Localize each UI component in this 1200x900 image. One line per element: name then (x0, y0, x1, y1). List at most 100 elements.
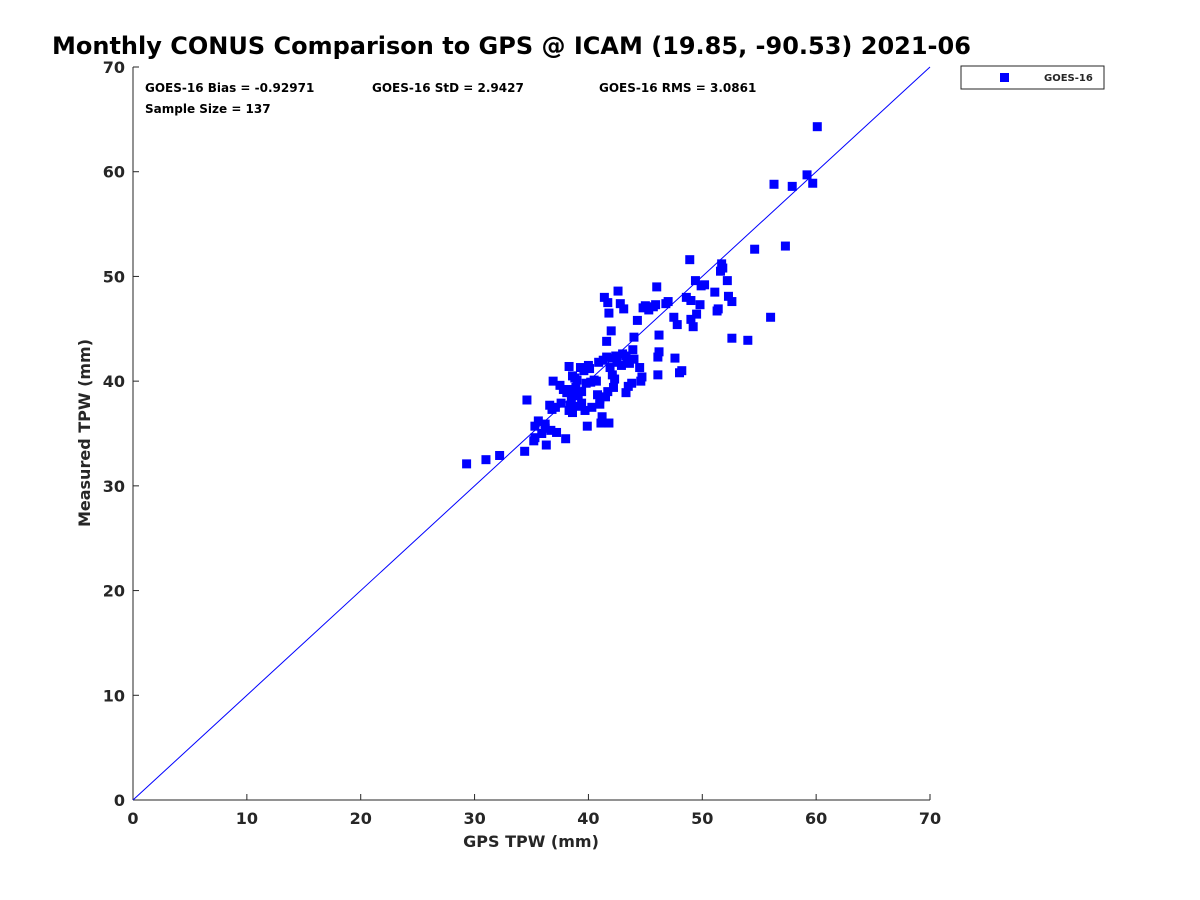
data-point (577, 398, 587, 408)
data-point (541, 440, 551, 450)
y-axis-label: Measured TPW (mm) (75, 339, 94, 527)
legend-marker-square (1000, 73, 1009, 82)
data-point (743, 335, 753, 345)
data-point (663, 297, 673, 307)
data-point (546, 425, 556, 435)
data-point (632, 315, 642, 325)
data-point (587, 402, 597, 412)
data-point (812, 122, 822, 132)
data-point (686, 296, 696, 306)
data-point (606, 326, 616, 336)
data-point (608, 382, 618, 392)
y-tick-label: 50 (103, 267, 125, 286)
data-point (685, 255, 695, 265)
data-point (481, 455, 491, 465)
data-point (635, 363, 645, 373)
data-point (540, 419, 550, 429)
x-tick-label: 10 (236, 809, 258, 828)
data-point (718, 263, 728, 273)
data-point (669, 312, 679, 322)
data-point (595, 394, 605, 404)
data-point (651, 300, 661, 310)
y-tick-label: 60 (103, 163, 125, 182)
data-point (629, 354, 639, 364)
data-point (602, 336, 612, 346)
data-point (727, 297, 737, 307)
data-point (577, 387, 587, 397)
data-point (615, 299, 625, 309)
data-point (637, 372, 647, 382)
data-point (585, 364, 595, 374)
data-point (605, 363, 615, 373)
data-point (629, 332, 639, 342)
data-point (780, 241, 790, 251)
y-tick-label: 40 (103, 372, 125, 391)
x-tick-label: 50 (691, 809, 713, 828)
data-point (621, 388, 631, 398)
data-point (627, 378, 637, 388)
data-point (522, 395, 532, 405)
data-point (692, 309, 702, 319)
data-point (601, 392, 611, 402)
x-tick-label: 20 (350, 809, 372, 828)
data-point (624, 358, 634, 368)
y-tick-label: 20 (103, 582, 125, 601)
data-point (621, 351, 631, 361)
data-point (808, 178, 818, 188)
x-axis-label: GPS TPW (mm) (463, 832, 599, 851)
data-point (602, 352, 612, 362)
data-point (530, 421, 540, 431)
data-point (589, 375, 599, 385)
data-point (495, 450, 505, 460)
data-point (611, 351, 621, 361)
data-point (552, 427, 562, 437)
data-point (653, 370, 663, 380)
data-point (462, 459, 472, 469)
y-tick-label: 0 (114, 791, 125, 810)
data-point (604, 308, 614, 318)
x-tick-label: 70 (919, 809, 941, 828)
data-point (722, 276, 732, 286)
data-point (595, 399, 605, 409)
data-point (688, 322, 698, 332)
data-point (580, 405, 590, 415)
data-point (548, 376, 558, 386)
data-point (533, 416, 543, 426)
data-point (558, 385, 568, 395)
data-point (599, 292, 609, 302)
bias-stat: GOES-16 Bias = -0.92971 (145, 81, 314, 95)
std-stat: GOES-16 StD = 2.9427 (372, 81, 524, 95)
data-point (653, 352, 663, 362)
data-point (619, 304, 629, 314)
data-point (787, 181, 797, 191)
data-point (603, 298, 613, 308)
data-point (610, 374, 620, 384)
data-point (690, 276, 700, 286)
data-point (596, 418, 606, 428)
data-point (520, 446, 530, 456)
data-point (686, 314, 696, 324)
axis-ticks (132, 66, 931, 801)
x-tick-label: 0 (127, 809, 138, 828)
data-point (695, 300, 705, 310)
data-point (672, 320, 682, 330)
data-point (713, 304, 723, 314)
x-tick-label: 30 (463, 809, 485, 828)
data-point (710, 287, 720, 297)
data-point (582, 421, 592, 431)
data-point (802, 170, 812, 180)
data-point (670, 353, 680, 363)
data-point (613, 286, 623, 296)
data-point (530, 433, 540, 443)
x-tick-label: 40 (577, 809, 599, 828)
data-point (579, 366, 589, 376)
data-point (537, 429, 547, 438)
data-point (652, 282, 662, 292)
data-point (563, 385, 573, 395)
data-point (567, 408, 577, 418)
stats-annotations: GOES-16 Bias = -0.92971 GOES-16 StD = 2.… (145, 81, 756, 116)
scatter-points (462, 122, 822, 469)
data-point (700, 280, 710, 290)
y-tick-label: 10 (103, 686, 125, 705)
